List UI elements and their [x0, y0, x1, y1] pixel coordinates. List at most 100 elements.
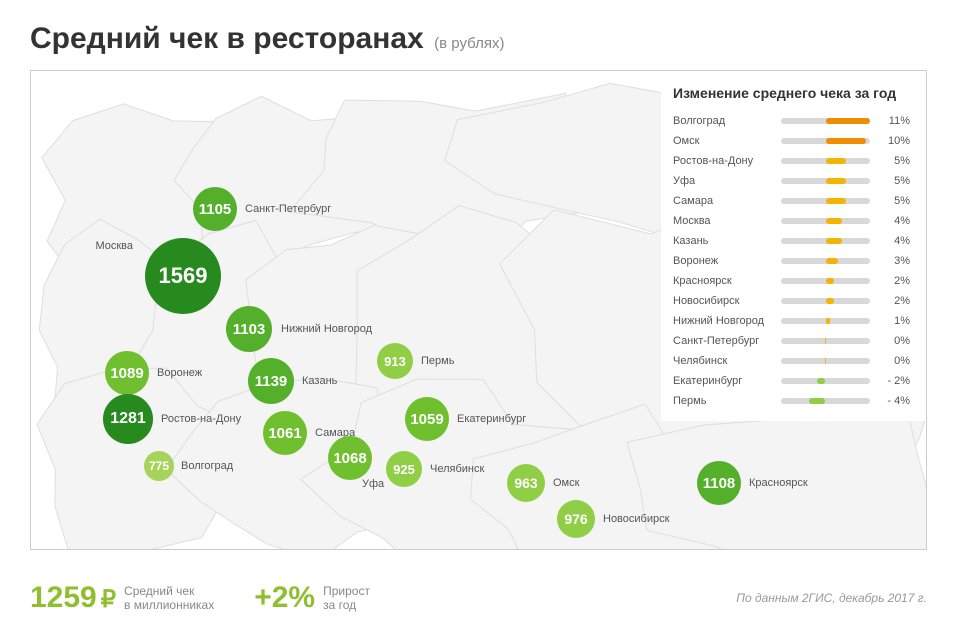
- map-bubble-label: Москва: [95, 240, 133, 252]
- legend-city: Уфа: [673, 175, 781, 187]
- footer-avg-value: 1259 ₽: [30, 581, 116, 615]
- legend-title: Изменение среднего чека за год: [673, 85, 910, 101]
- legend-pct: 4%: [878, 235, 910, 247]
- map-bubble-label: Ростов-на-Дону: [161, 413, 241, 425]
- legend-pct: 3%: [878, 255, 910, 267]
- legend-row: Омск 10%: [673, 131, 910, 151]
- footer-growth-label-l1: Прирост: [323, 584, 370, 598]
- legend-bar-fill: [826, 118, 871, 124]
- page-title: Средний чек в ресторанах: [30, 22, 424, 55]
- legend-bar-fill: [826, 258, 838, 264]
- legend-pct: 0%: [878, 355, 910, 367]
- legend-bar-track: [781, 398, 870, 404]
- legend-bar-track: [781, 358, 870, 364]
- legend-pct: 0%: [878, 335, 910, 347]
- legend-row: Самара5%: [673, 191, 910, 211]
- legend-bar-track: [781, 218, 870, 224]
- legend-city: Красноярск: [673, 275, 781, 287]
- legend-bar-fill: [809, 398, 825, 404]
- map-bubble: 913: [377, 343, 413, 379]
- legend-bar-track: [781, 238, 870, 244]
- legend-bar-fill: [826, 238, 842, 244]
- footer-avg-label: Средний чек в миллионниках: [124, 584, 214, 613]
- legend-city: Самара: [673, 195, 781, 207]
- map-bubble-label: Пермь: [421, 355, 454, 367]
- legend-city: Волгоград: [673, 115, 781, 127]
- legend-bar-track: [781, 138, 870, 144]
- legend-row: Санкт-Петербург 0%: [673, 331, 910, 351]
- legend-bar-track: [781, 298, 870, 304]
- map-bubble: 1103: [226, 306, 272, 352]
- legend-row: Уфа5%: [673, 171, 910, 191]
- footer-growth-label: Прирост за год: [323, 584, 370, 613]
- legend-city: Омск: [673, 135, 781, 147]
- map-bubble: 963: [507, 464, 545, 502]
- legend-row: Пермь - 4%: [673, 391, 910, 411]
- legend-bar-track: [781, 198, 870, 204]
- map-bubble-label: Казань: [302, 375, 337, 387]
- legend-row: Нижний Новгород1%: [673, 311, 910, 331]
- footer: 1259 ₽ Средний чек в миллионниках +2% Пр…: [30, 581, 927, 615]
- page-subtitle: (в рублях): [434, 35, 504, 52]
- legend-bar-fill: [826, 178, 846, 184]
- footer-avg-label-l1: Средний чек: [124, 584, 214, 598]
- legend-pct: 5%: [878, 155, 910, 167]
- footer-growth-number: +2%: [254, 581, 315, 615]
- map-bubble-label: Екатеринбург: [457, 413, 526, 425]
- legend-bar-track: [781, 158, 870, 164]
- legend-row: Красноярск2%: [673, 271, 910, 291]
- footer-growth-label-l2: за год: [323, 598, 370, 612]
- legend-bar-fill: [826, 278, 834, 284]
- map-frame: 1569 Москва 1105 Санкт-Петербург 1103 Нижний …: [30, 70, 927, 550]
- map-bubble: 1569: [145, 238, 221, 314]
- legend-bar-track: [781, 118, 870, 124]
- map-bubble-label: Нижний Новгород: [281, 323, 372, 335]
- legend-bar-fill: [826, 298, 834, 304]
- legend-row: Воронеж3%: [673, 251, 910, 271]
- legend-city: Санкт-Петербург: [673, 335, 781, 347]
- legend-bar-track: [781, 378, 870, 384]
- ruble-icon: ₽: [101, 585, 116, 614]
- legend-pct: 2%: [878, 295, 910, 307]
- legend-row: Новосибирск2%: [673, 291, 910, 311]
- legend-pct: - 2%: [878, 375, 910, 387]
- map-bubble: 1139: [248, 358, 294, 404]
- map-bubble: 1059: [405, 397, 449, 441]
- legend-city: Ростов-на-Дону: [673, 155, 781, 167]
- legend-row: Екатеринбург - 2%: [673, 371, 910, 391]
- map-bubble: 1281: [103, 394, 153, 444]
- legend-pct: 10%: [878, 135, 910, 147]
- legend-row: Волгоград11%: [673, 111, 910, 131]
- legend-city: Казань: [673, 235, 781, 247]
- legend-rows: Волгоград11% Омск 10% Ростов-на-Дону 5% Уфа5%…: [673, 111, 910, 411]
- legend-city: Москва: [673, 215, 781, 227]
- legend-city: Челябинск: [673, 355, 781, 367]
- legend-bar-track: [781, 338, 870, 344]
- legend-bar-track: [781, 178, 870, 184]
- footer-source: По данным 2ГИС, декабрь 2017 г.: [736, 591, 927, 605]
- map-bubble: 775: [144, 451, 174, 481]
- map-bubble: 1105: [193, 187, 237, 231]
- legend-pct: - 4%: [878, 395, 910, 407]
- legend-bar-fill: [826, 158, 846, 164]
- legend-row: Челябинск 0%: [673, 351, 910, 371]
- legend-row: Ростов-на-Дону 5%: [673, 151, 910, 171]
- legend-bar-track: [781, 278, 870, 284]
- legend-bar-track: [781, 258, 870, 264]
- footer-avg-number: 1259: [30, 581, 97, 615]
- legend-bar-fill: [825, 338, 827, 344]
- legend-city: Пермь: [673, 395, 781, 407]
- map-bubble: 925: [386, 451, 422, 487]
- map-bubble: 1108: [697, 461, 741, 505]
- legend-bar-fill: [826, 198, 846, 204]
- map-bubble-label: Уфа: [362, 478, 384, 490]
- legend-bar-fill: [825, 358, 827, 364]
- footer-avg-block: 1259 ₽ Средний чек в миллионниках: [30, 581, 214, 615]
- legend-bar-fill: [817, 378, 825, 384]
- legend-panel: Изменение среднего чека за год Волгоград…: [661, 71, 926, 421]
- map-bubble: 976: [557, 500, 595, 538]
- legend-city: Екатеринбург: [673, 375, 781, 387]
- legend-bar-fill: [826, 138, 866, 144]
- map-bubble-label: Санкт-Петербург: [245, 203, 331, 215]
- map-bubble: 1061: [263, 411, 307, 455]
